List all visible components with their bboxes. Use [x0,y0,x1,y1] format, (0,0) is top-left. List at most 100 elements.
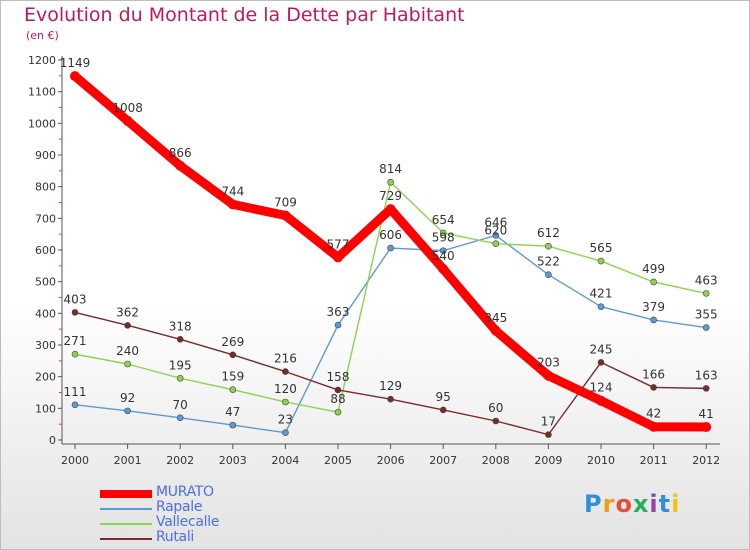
data-point [702,290,710,297]
data-label: 421 [590,287,613,301]
data-label: 598 [432,231,455,245]
data-label: 195 [169,358,192,372]
data-label: 60 [488,401,503,415]
legend-label: MURATO [156,484,214,500]
data-point [545,431,552,438]
data-label: 540 [432,249,455,263]
data-point [387,395,394,403]
legend-label: Rapale [156,499,203,515]
y-tick-label: 700 [35,212,56,225]
data-point [71,309,79,316]
data-point [650,384,657,391]
data-label: 345 [484,311,507,325]
data-label: 17 [541,415,556,429]
legend-item-murato: MURATO [100,484,300,501]
y-tick-label: 800 [35,181,56,194]
chart-legend: MURATO Rapale Vallecalle Rutali [100,484,300,546]
data-point [650,316,657,324]
data-label: 709 [274,195,297,209]
y-tick-label: 1200 [28,54,56,67]
legend-item-rutali: Rutali [100,529,300,546]
legend-swatch [100,490,152,498]
x-tick-label: 2006 [377,454,405,467]
y-tick-label: 1000 [28,117,56,130]
data-label: 403 [64,292,87,306]
logo-letter: P [584,490,603,518]
data-point [438,264,449,274]
data-label: 499 [642,262,665,276]
data-label: 866 [169,146,192,160]
data-label: 47 [225,405,240,419]
x-tick-label: 2010 [587,454,615,467]
series-rapale [71,232,710,437]
x-tick-label: 2002 [166,454,194,467]
legend-swatch [100,538,152,540]
data-label: 240 [116,344,139,358]
data-label: 318 [169,319,192,333]
data-label: 216 [274,352,297,366]
data-point [70,71,80,82]
data-point [280,210,291,221]
data-label: 124 [590,381,613,395]
data-label: 565 [590,241,613,255]
chart-title: Evolution du Montant de la Dette par Hab… [24,4,465,26]
data-label: 70 [173,398,188,412]
data-label: 129 [379,379,402,393]
data-point [492,240,500,247]
data-label: 245 [590,342,613,356]
data-point [124,360,131,368]
series-murato [70,71,712,433]
data-label: 362 [116,305,139,319]
data-label: 463 [695,273,718,287]
data-label: 41 [699,407,714,421]
data-label: 1008 [112,101,143,115]
data-label: 23 [278,413,293,427]
data-point [385,204,396,215]
legend-item-vallecalle: Vallecalle [100,514,300,531]
y-tick-label: 1100 [28,86,56,99]
data-point [229,351,237,359]
logo-letter: r [602,490,616,518]
x-tick-label: 2008 [482,454,510,467]
data-point [71,401,79,409]
y-tick-label: 500 [35,276,56,289]
data-label: 158 [327,370,350,384]
data-point [124,407,131,415]
data-label: 88 [330,392,345,406]
data-point [701,422,712,433]
data-point [439,247,447,254]
legend-label: Rutali [156,529,195,545]
data-label: 42 [646,407,661,421]
legend-swatch [100,523,152,525]
data-point [71,350,79,358]
x-tick-label: 2007 [429,454,457,467]
data-point [702,385,710,392]
data-label: 363 [327,305,350,319]
y-tick-label: 400 [35,307,56,320]
data-label: 577 [327,237,350,251]
data-point [439,406,447,414]
data-point [387,178,394,186]
data-point [124,322,131,329]
data-label: 522 [537,255,560,269]
logo-letter: t [658,490,672,518]
data-label: 203 [537,356,560,370]
data-label: 111 [64,385,87,399]
series-vallecalle [71,178,710,416]
data-point [492,232,500,239]
logo-letter: o [615,490,633,518]
data-label: 120 [274,382,297,396]
proxiti-logo: Proxiti [584,490,680,518]
x-tick-label: 2000 [61,454,89,467]
data-point [122,115,133,126]
data-point [282,368,289,375]
data-label: 269 [221,335,244,349]
data-point [597,303,605,310]
data-point [334,408,342,416]
data-point [229,421,237,429]
data-label: 620 [484,224,507,238]
y-tick-label: 200 [35,371,56,384]
data-point [334,386,342,394]
x-tick-label: 2011 [640,454,668,467]
